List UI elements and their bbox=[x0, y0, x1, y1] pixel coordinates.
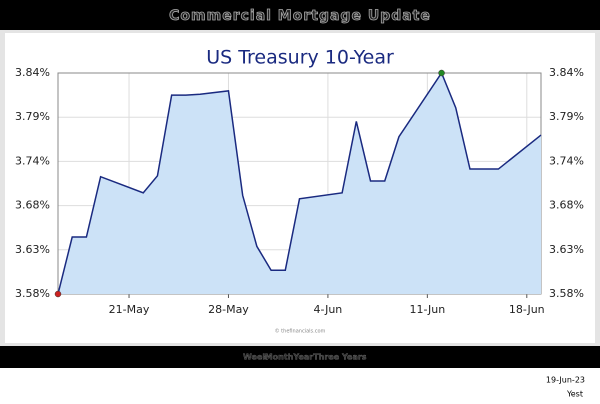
x-tick-label: 21-May bbox=[109, 303, 150, 316]
header-title: Commercial Mortgage Update bbox=[169, 8, 431, 24]
x-tick-label: 28-May bbox=[208, 303, 249, 316]
y2-tick-label: 3.84% bbox=[549, 66, 584, 79]
footer-date: 19-Jun-23 bbox=[546, 376, 585, 385]
y-tick-label: 3.74% bbox=[15, 154, 50, 167]
x-tick-label: 4-Jun bbox=[314, 303, 343, 316]
y2-tick-label: 3.79% bbox=[549, 110, 584, 123]
high-marker bbox=[438, 69, 445, 77]
y-tick-label: 3.63% bbox=[15, 243, 50, 256]
x-tick-label: 11-Jun bbox=[409, 303, 445, 316]
footer-tab[interactable]: Week bbox=[243, 352, 269, 362]
area bbox=[58, 73, 541, 294]
footer-tab[interactable]: Year bbox=[292, 352, 313, 362]
footer-bar bbox=[0, 346, 600, 368]
chart-title: US Treasury 10-Year bbox=[206, 47, 394, 69]
y-tick-label: 3.68% bbox=[15, 199, 50, 212]
footer-tab[interactable]: Three Years bbox=[313, 352, 367, 362]
y-tick-label: 3.79% bbox=[15, 110, 50, 123]
y2-tick-label: 3.68% bbox=[549, 199, 584, 212]
low-marker bbox=[54, 290, 62, 298]
source: © thefinancials.com bbox=[275, 328, 326, 335]
y-tick-label: 3.58% bbox=[15, 287, 50, 300]
y2-tick-label: 3.63% bbox=[549, 243, 584, 256]
x-tick-label: 18-Jun bbox=[509, 303, 545, 316]
y2-tick-label: 3.58% bbox=[549, 287, 584, 300]
header-bar bbox=[0, 0, 600, 30]
y2-tick-label: 3.74% bbox=[549, 154, 584, 167]
y-tick-label: 3.84% bbox=[15, 66, 50, 79]
footer-label: Yest bbox=[566, 390, 583, 399]
footer-tab[interactable]: Month bbox=[265, 352, 294, 362]
